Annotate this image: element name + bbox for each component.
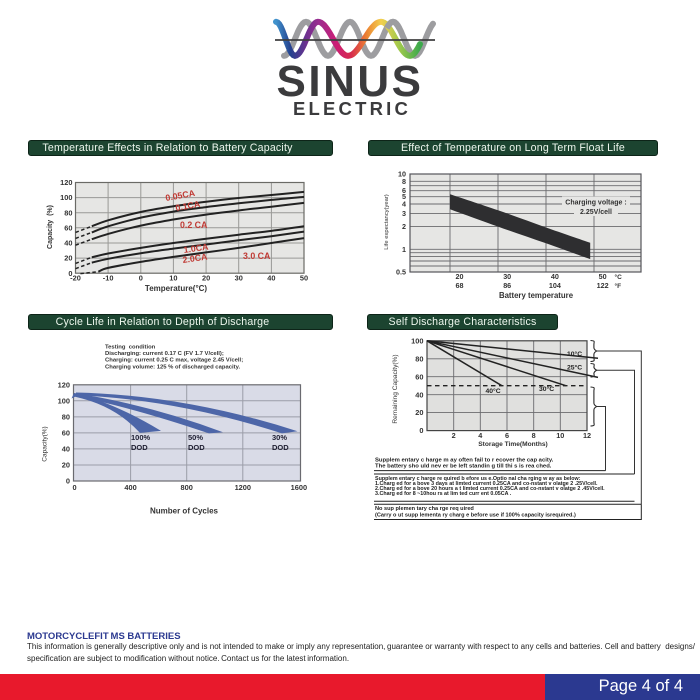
svg-text:DOD: DOD (188, 443, 205, 452)
svg-text:No sup plemen tary cha rge req: No sup plemen tary cha rge req uired (375, 506, 474, 512)
svg-text:The battery sho uld nev er be: The battery sho uld nev er be left stand… (375, 464, 552, 470)
svg-text:100%: 100% (131, 433, 151, 442)
svg-text:40: 40 (415, 390, 423, 399)
svg-text:Capacity (%): Capacity (%) (47, 205, 54, 249)
svg-text:40: 40 (64, 239, 72, 248)
svg-text:1: 1 (402, 245, 406, 254)
svg-text:Charging: current 0.25 C max,: Charging: current 0.25 C max, voltage 2.… (105, 358, 243, 364)
svg-text:2.25V/cell: 2.25V/cell (580, 209, 612, 216)
svg-text:25°C: 25°C (567, 364, 582, 372)
svg-text:0: 0 (66, 477, 70, 486)
svg-text:50: 50 (599, 272, 607, 281)
svg-text:0.5: 0.5 (396, 268, 406, 277)
svg-text:-20: -20 (70, 274, 81, 283)
svg-text:100: 100 (411, 336, 423, 345)
svg-text:20: 20 (456, 272, 464, 281)
svg-text:3: 3 (402, 209, 406, 218)
svg-text:86: 86 (503, 281, 511, 290)
svg-text:40: 40 (267, 274, 275, 283)
svg-text:Testing condition: Testing condition (105, 345, 156, 351)
svg-text:1.Charg ed for a bove 3 days a: 1.Charg ed for a bove 3 days at limted c… (375, 481, 598, 487)
svg-text:100: 100 (60, 193, 72, 202)
svg-text:Discharging: current 0.17 C (: Discharging: current 0.17 C (FV 1.7 V/ce… (105, 351, 224, 357)
svg-text:-10: -10 (103, 274, 114, 283)
svg-text:80: 80 (64, 208, 72, 217)
svg-text:0: 0 (139, 274, 143, 283)
svg-text:30: 30 (503, 272, 511, 281)
svg-text:800: 800 (181, 483, 193, 492)
svg-text:40: 40 (62, 445, 70, 454)
svg-text:Supplem entary c harge m ay of: Supplem entary c harge m ay often fail t… (375, 458, 554, 464)
svg-text:4: 4 (478, 431, 483, 440)
svg-text:1.0CA: 1.0CA (183, 242, 210, 255)
svg-text:30: 30 (235, 274, 243, 283)
svg-text:50: 50 (300, 274, 308, 283)
svg-text:120: 120 (58, 380, 70, 389)
svg-text:1200: 1200 (235, 483, 251, 492)
svg-text:5: 5 (402, 192, 406, 201)
svg-text:DOD: DOD (272, 443, 289, 452)
svg-text:3.0 CA: 3.0 CA (243, 251, 271, 261)
svg-text:10: 10 (556, 431, 564, 440)
svg-text:12: 12 (583, 431, 591, 440)
svg-text:10: 10 (169, 274, 177, 283)
svg-text:6: 6 (505, 431, 509, 440)
svg-text:68: 68 (456, 281, 464, 290)
svg-text:10: 10 (398, 170, 406, 179)
svg-text:2: 2 (452, 431, 456, 440)
svg-text:40°C: 40°C (486, 387, 501, 395)
svg-text:10°C: 10°C (567, 350, 582, 358)
svg-text:0: 0 (68, 269, 72, 278)
svg-text:400: 400 (124, 483, 136, 492)
svg-text:2.0CA: 2.0CA (182, 252, 209, 265)
svg-text:Life expectancy(year): Life expectancy(year) (384, 194, 390, 249)
svg-text:Charging voltage :: Charging voltage : (565, 200, 626, 207)
svg-text:8: 8 (532, 431, 536, 440)
svg-text:2: 2 (402, 222, 406, 231)
svg-text:Battery temperature: Battery temperature (499, 291, 574, 300)
svg-text:100: 100 (58, 396, 70, 405)
svg-text:°F: °F (615, 282, 622, 290)
svg-text:Supplem entary c harge re quir: Supplem entary c harge re quired b efore… (375, 476, 581, 482)
svg-text:20: 20 (62, 461, 70, 470)
svg-text:0: 0 (72, 483, 76, 492)
svg-text:20: 20 (202, 274, 210, 283)
svg-text:20: 20 (415, 408, 423, 417)
svg-text:Number of Cycles: Number of Cycles (150, 507, 219, 516)
svg-text:0.2 CA: 0.2 CA (180, 220, 208, 230)
svg-text:2.Charg ed for a bove 20 hours: 2.Charg ed for a bove 20 hours a t limte… (375, 486, 605, 492)
svg-text:°C: °C (615, 273, 623, 281)
svg-text:104: 104 (549, 281, 561, 290)
svg-text:80: 80 (415, 354, 423, 363)
svg-text:0.1CA: 0.1CA (175, 199, 202, 213)
svg-text:Storage Time(Months): Storage Time(Months) (478, 441, 547, 448)
svg-text:60: 60 (62, 429, 70, 438)
svg-text:60: 60 (415, 372, 423, 381)
svg-text:20: 20 (64, 254, 72, 263)
svg-text:30°C: 30°C (539, 385, 554, 393)
svg-text:6: 6 (402, 186, 406, 195)
svg-text:60: 60 (64, 223, 72, 232)
svg-text:80: 80 (62, 413, 70, 422)
svg-text:40: 40 (551, 272, 559, 281)
svg-text:(Carry o ut supp lementa ry ch: (Carry o ut supp lementa ry charg e befo… (375, 513, 576, 519)
svg-text:3.Charg ed for 8 ~10hou rs at: 3.Charg ed for 8 ~10hou rs at lim ted cu… (375, 491, 512, 497)
svg-text:Capacity(%): Capacity(%) (42, 426, 49, 461)
svg-text:122: 122 (597, 281, 609, 290)
svg-text:1600: 1600 (291, 483, 307, 492)
svg-text:DOD: DOD (131, 443, 148, 452)
svg-text:Temperature(°C): Temperature(°C) (145, 284, 208, 293)
svg-text:30%: 30% (272, 433, 287, 442)
svg-text:0: 0 (419, 426, 423, 435)
svg-text:4: 4 (402, 200, 406, 209)
svg-text:Charging volume: 125 % of d: Charging volume: 125 % of discharged cap… (105, 364, 240, 370)
svg-text:Remaining Capacity(%): Remaining Capacity(%) (392, 354, 399, 423)
svg-text:120: 120 (60, 178, 72, 187)
svg-text:50%: 50% (188, 433, 203, 442)
svg-text:8: 8 (402, 177, 406, 186)
